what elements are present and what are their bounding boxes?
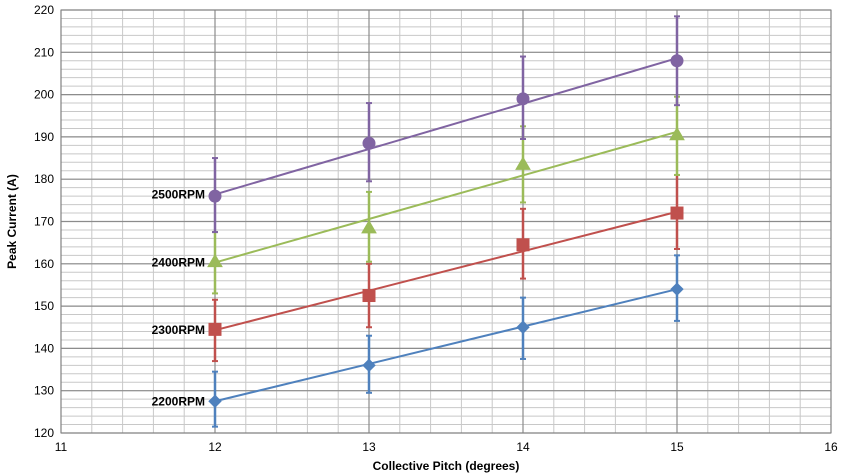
data-point: [208, 322, 222, 336]
trendline: [214, 288, 678, 403]
y-tick-label: 140: [34, 341, 54, 355]
y-tick-label: 160: [34, 257, 54, 271]
y-axis-title: Peak Current (A): [5, 174, 19, 269]
data-point: [362, 289, 376, 303]
y-tick-label: 180: [34, 172, 54, 186]
data-point: [208, 189, 222, 203]
y-tick-label: 150: [34, 299, 54, 313]
data-point: [362, 136, 376, 150]
x-tick-label: 13: [362, 440, 376, 454]
series-2500RPM: 2500RPM: [152, 15, 684, 234]
y-tick-label: 200: [34, 88, 54, 102]
series-label: 2400RPM: [152, 256, 205, 270]
data-point: [208, 394, 222, 408]
series-2400RPM: 2400RPM: [152, 95, 685, 295]
series-2200RPM: 2200RPM: [152, 254, 684, 428]
data-point: [516, 238, 530, 252]
trendline: [214, 210, 678, 332]
series-2300RPM: 2300RPM: [152, 173, 684, 363]
data-point: [670, 282, 684, 296]
trendline: [214, 57, 678, 196]
y-tick-label: 120: [34, 426, 54, 440]
major-gridlines: [60, 9, 832, 434]
y-axis-tick-labels: 120 130 140 150 160 170 180 190 200 210 220: [34, 3, 54, 440]
y-tick-label: 190: [34, 130, 54, 144]
data-point: [516, 320, 530, 334]
data-point: [207, 253, 223, 268]
x-axis-tick-labels: 11 12 13 14 15 16: [55, 440, 838, 454]
data-point: [669, 126, 685, 141]
y-tick-label: 220: [34, 3, 54, 17]
data-point: [361, 219, 377, 234]
series-layer: 2200RPM 2300RPM 2400RPM 2500RPM: [152, 15, 685, 428]
series-label: 2300RPM: [152, 323, 205, 337]
x-tick-label: 14: [516, 440, 530, 454]
y-tick-label: 130: [34, 384, 54, 398]
data-point: [515, 156, 531, 170]
x-tick-label: 11: [55, 440, 68, 454]
y-tick-label: 210: [34, 45, 54, 59]
series-label: 2200RPM: [152, 394, 205, 408]
x-tick-label: 12: [208, 440, 222, 454]
data-point: [670, 206, 684, 220]
data-point: [670, 54, 684, 68]
series-label: 2500RPM: [152, 187, 205, 201]
data-point: [362, 358, 376, 373]
x-axis-title: Collective Pitch (degrees): [373, 459, 520, 473]
trendline: [214, 130, 678, 264]
data-point: [516, 92, 530, 106]
y-tick-label: 170: [34, 215, 54, 229]
x-tick-label: 16: [824, 440, 838, 454]
plot-area-border: [60, 9, 832, 434]
x-tick-label: 15: [670, 440, 684, 454]
